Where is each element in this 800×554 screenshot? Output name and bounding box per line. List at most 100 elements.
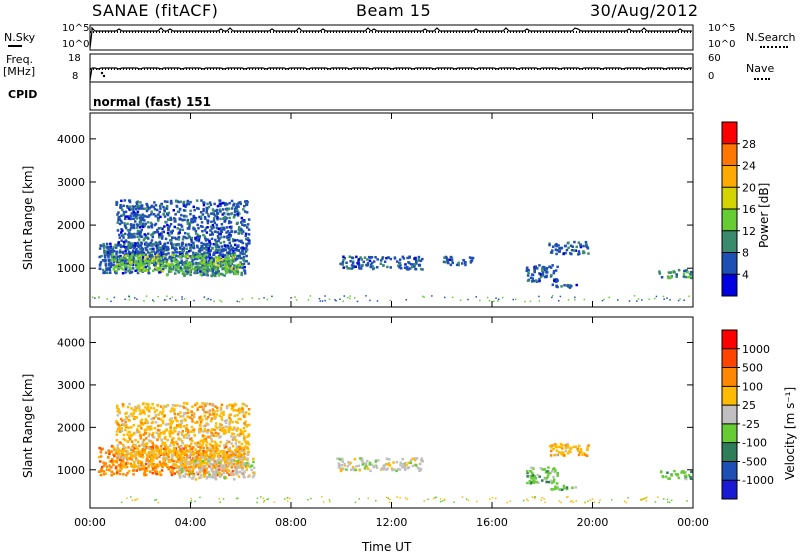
data-cell xyxy=(123,454,127,457)
data-cell xyxy=(194,421,197,424)
data-cell xyxy=(120,429,124,433)
data-cell xyxy=(574,299,576,301)
data-cell xyxy=(115,452,118,455)
data-cell xyxy=(108,460,112,463)
freq-tick-top: 18 xyxy=(68,53,81,64)
data-cell xyxy=(240,256,243,260)
data-cell xyxy=(165,204,169,208)
data-cell xyxy=(135,201,138,204)
nsky-tick-bottom: 10^0 xyxy=(62,39,90,50)
data-cell xyxy=(177,445,181,449)
data-cell xyxy=(190,410,193,413)
data-cell xyxy=(138,452,141,455)
data-cell xyxy=(224,469,227,472)
data-cell xyxy=(241,430,244,434)
data-cell xyxy=(369,469,372,473)
data-cell xyxy=(213,428,216,432)
data-cell xyxy=(204,410,208,414)
data-cell xyxy=(527,499,529,502)
data-cell xyxy=(171,456,174,459)
data-cell xyxy=(222,254,225,257)
data-cell xyxy=(375,466,379,469)
data-cell xyxy=(128,415,131,418)
data-cell xyxy=(147,263,151,267)
data-cell xyxy=(234,442,238,445)
data-cell xyxy=(196,235,199,238)
data-cell xyxy=(206,221,210,225)
data-cell xyxy=(682,275,686,278)
data-cell xyxy=(137,406,140,409)
data-cell xyxy=(174,250,178,254)
data-cell xyxy=(182,434,185,437)
data-cell xyxy=(110,450,113,453)
data-cell xyxy=(675,273,678,276)
data-cell xyxy=(240,468,244,471)
data-cell xyxy=(120,221,124,224)
data-cell xyxy=(176,263,179,266)
data-cell xyxy=(555,280,558,283)
data-cell xyxy=(181,442,184,445)
data-cell xyxy=(116,259,119,262)
data-cell xyxy=(151,243,154,247)
colorbar-band xyxy=(722,367,737,387)
data-cell xyxy=(202,446,205,450)
data-cell xyxy=(345,265,348,268)
data-cell xyxy=(245,211,249,214)
data-cell xyxy=(140,204,144,207)
data-cell xyxy=(231,432,234,435)
data-cell xyxy=(222,226,226,230)
data-cell xyxy=(574,445,578,448)
data-cell xyxy=(115,252,118,256)
data-cell xyxy=(211,273,215,277)
data-cell xyxy=(156,465,160,468)
data-cell xyxy=(212,456,216,459)
data-cell xyxy=(119,206,122,209)
data-cell xyxy=(113,296,116,299)
data-cell xyxy=(173,451,176,454)
data-cell xyxy=(367,255,371,259)
data-cell xyxy=(564,446,568,450)
data-cell xyxy=(207,205,211,209)
data-cell xyxy=(211,261,215,265)
data-cell xyxy=(190,265,194,268)
data-cell xyxy=(166,457,169,461)
data-cell xyxy=(208,257,212,260)
data-cell xyxy=(574,249,578,252)
data-cell xyxy=(213,300,215,303)
data-cell xyxy=(411,263,414,266)
data-cell xyxy=(562,454,566,457)
data-cell xyxy=(310,497,312,500)
data-cell xyxy=(682,470,686,473)
data-cell xyxy=(252,466,256,470)
data-cell xyxy=(398,258,402,261)
data-cell xyxy=(220,300,223,303)
data-cell xyxy=(216,256,219,260)
data-cell xyxy=(397,264,400,268)
data-cell xyxy=(157,259,161,262)
data-cell xyxy=(423,500,425,502)
data-cell xyxy=(125,465,129,469)
data-cell xyxy=(219,406,223,410)
data-cell xyxy=(156,404,159,407)
data-cell xyxy=(587,444,590,447)
data-cell xyxy=(184,205,187,208)
data-cell xyxy=(216,244,219,247)
data-cell xyxy=(225,455,228,459)
data-cell xyxy=(658,270,661,273)
data-cell xyxy=(196,244,199,248)
data-cell xyxy=(140,422,143,425)
data-cell xyxy=(236,212,239,216)
data-cell xyxy=(230,248,234,251)
data-cell xyxy=(232,404,235,408)
data-cell xyxy=(154,222,158,226)
data-cell xyxy=(144,222,147,226)
data-cell xyxy=(177,430,181,434)
data-cell xyxy=(360,459,363,462)
data-cell xyxy=(121,403,125,406)
colorbar-tick-label: 500 xyxy=(742,362,763,375)
data-cell xyxy=(222,240,226,244)
data-cell xyxy=(104,451,108,454)
data-cell xyxy=(200,439,204,442)
data-cell xyxy=(104,263,108,266)
